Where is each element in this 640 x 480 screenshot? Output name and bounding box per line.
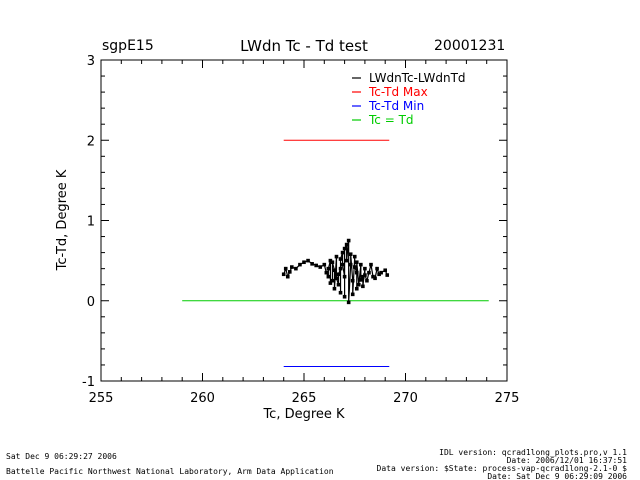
data-point [306,258,310,263]
reference-lines [182,139,489,368]
date-label: 20001231 [434,38,505,54]
footer-idl-date: Date: 2006/12/01 16:37:51 [507,456,628,465]
data-point [373,276,377,281]
data-point [363,266,367,271]
data-point [367,270,371,275]
data-point [369,262,373,267]
data-point [290,265,294,269]
data-point [326,266,331,271]
data-point [348,252,353,257]
legend-entry: Tc = Td [368,113,414,127]
footer-data-date: Date: Sat Dec 9 06:29:09 2006 [487,472,627,480]
data-point [322,262,327,267]
data-point [365,278,369,283]
footer-data-version: Data version: $State: process-vap-qcrad1… [377,464,628,473]
data-point [350,278,355,283]
data-point [379,270,383,275]
y-tick-label: 2 [87,134,95,149]
data-point [357,282,361,287]
x-tick-label: 275 [495,391,520,406]
data-point [342,294,347,299]
data-point [385,273,390,277]
data-point [287,270,292,274]
data-point [340,262,345,267]
data-point [338,290,343,295]
y-tick-label: 3 [87,54,95,69]
data-point [375,266,379,271]
legend-entry: Tc-Td Max [368,85,428,99]
data-points [281,238,390,305]
footer-idl-version: IDL version: qcrad1long_plots.pro,v 1.1 [439,448,627,457]
data-point [314,263,318,268]
legend-entry: Tc-Td Min [368,99,424,113]
data-point [344,242,349,247]
data-point [328,258,333,263]
data-point [283,266,288,271]
footer-timestamp: Sat Dec 9 06:29:27 2006 [6,452,117,461]
data-point [294,266,298,271]
data-point [285,274,290,279]
data-point [348,262,353,267]
data-point [336,272,341,277]
data-point [326,274,331,279]
x-tick-label: 265 [292,391,317,406]
data-point [359,262,363,267]
data-point [350,292,355,297]
y-tick-label: 0 [87,295,95,310]
data-point [354,286,359,291]
x-axis-label: Tc, Degree K [262,407,345,422]
data-point [338,266,343,271]
data-point [359,278,363,282]
data-point [383,268,387,273]
data-point [332,268,337,273]
data-point [363,273,367,277]
plot-frame [100,59,508,382]
data-point [346,238,351,243]
x-axis: 255 260 265 270 275 [89,60,520,406]
data-point [346,300,351,305]
x-tick-label: 260 [190,391,215,406]
data-point [324,270,329,275]
site-label: sgpE15 [102,38,154,54]
footer-org: Battelle Pacific Northwest National Labo… [6,467,334,476]
chart-title: LWdn Tc - Td test [240,37,368,55]
data-point [328,281,333,285]
data-point [342,246,347,251]
data-point [342,274,347,279]
data-point [354,270,359,275]
data-point [338,257,343,261]
y-axis-label: Tc-Td, Degree K [55,169,70,271]
data-point [330,260,335,265]
data-point [377,272,381,277]
data-point [334,276,339,281]
data-trace [283,240,388,303]
x-tick-label: 270 [393,391,418,406]
data-point [361,274,365,279]
data-point [330,278,335,283]
y-axis: -1 0 1 2 3 [82,54,507,390]
legend-entry: LWdnTc-LWdnTd [369,71,466,85]
data-point [298,262,302,267]
data-point [352,265,357,269]
data-point [371,274,375,279]
data-point [354,260,359,265]
data-point [332,286,337,291]
data-point [344,258,349,263]
data-point [310,262,314,266]
y-tick-label: 1 [87,215,95,230]
y-tick-label: -1 [82,375,95,390]
data-point [318,265,323,269]
data-point [361,284,365,289]
data-point [302,260,306,265]
data-point [281,272,286,277]
x-tick-label: 255 [89,391,114,406]
data-point [340,250,345,255]
data-point [352,254,357,259]
data-point [336,282,341,287]
data-point [334,254,339,259]
